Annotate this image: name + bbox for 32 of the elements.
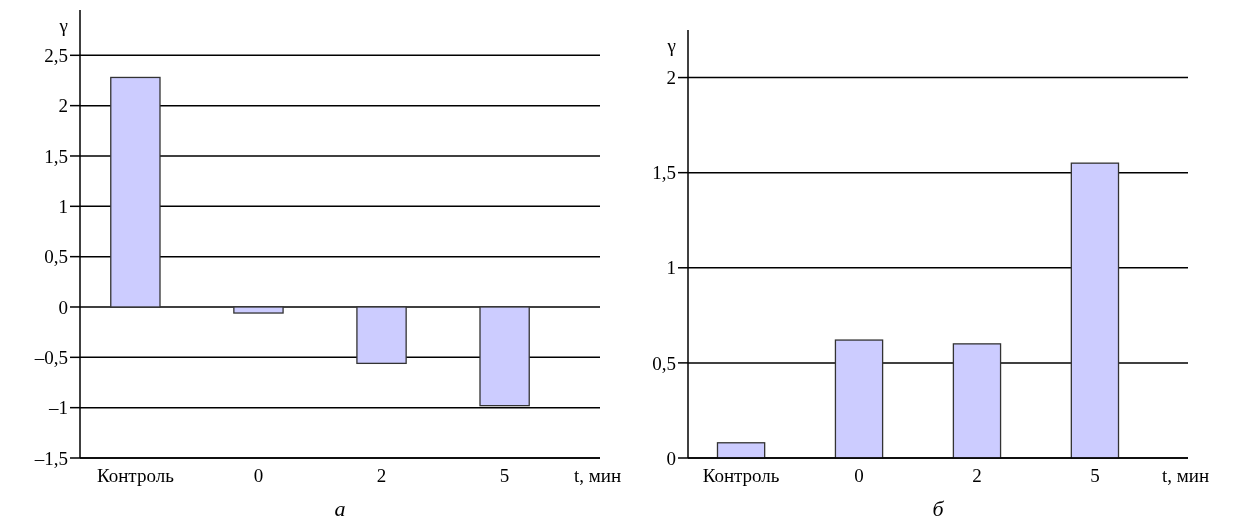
y-tick-label: 2,5 xyxy=(44,44,68,66)
y-tick-label: 0,5 xyxy=(44,246,68,268)
x-tick-label: 0 xyxy=(253,465,264,486)
x-tick-label: 2 xyxy=(972,465,982,486)
y-tick-label: 1 xyxy=(58,195,68,217)
y-tick-label: 1,5 xyxy=(44,145,68,167)
y-axis-title: γ xyxy=(666,35,676,56)
text: а xyxy=(334,496,346,521)
y-tick-label: 0 xyxy=(58,296,68,318)
x-tick-label: 5 xyxy=(1090,465,1100,486)
x-tick-label: Контроль xyxy=(702,465,780,486)
x-axis-title: t, мин xyxy=(1162,465,1210,486)
y-tick-label: 2 xyxy=(666,67,676,89)
x-axis-title: t, мин xyxy=(574,465,622,486)
y-axis-title: γ xyxy=(58,15,68,36)
y-tick-label: –1 xyxy=(48,397,68,419)
bar xyxy=(1070,162,1120,459)
bar xyxy=(952,343,1002,459)
y-tick-label: –0,5 xyxy=(33,346,68,368)
y-tick-label: –1,5 xyxy=(33,447,68,469)
x-tick-label: 5 xyxy=(499,465,510,486)
x-tick-label: Контроль xyxy=(96,465,175,486)
y-tick-label: 1,5 xyxy=(652,162,676,184)
y-tick-label: 2 xyxy=(58,95,68,117)
y-tick-label: 1 xyxy=(666,257,676,279)
text: б xyxy=(932,496,945,521)
bar xyxy=(716,442,766,459)
x-tick-label: 0 xyxy=(854,465,864,486)
bar xyxy=(834,339,884,459)
x-tick-label: 2 xyxy=(376,465,387,486)
y-tick-label: 0,5 xyxy=(652,352,676,374)
y-tick-label: 0 xyxy=(666,447,676,469)
